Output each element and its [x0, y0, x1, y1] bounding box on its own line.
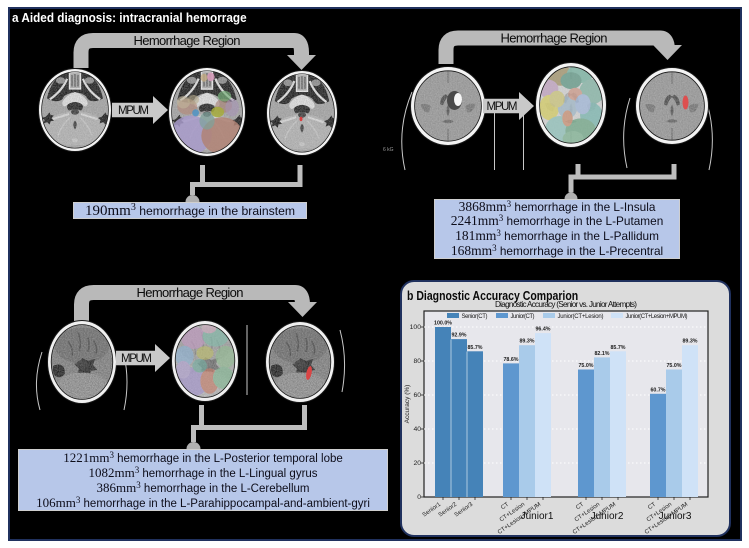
- svg-text:80: 80: [413, 358, 421, 365]
- svg-text:78.6%: 78.6%: [503, 357, 518, 363]
- svg-text:85.7%: 85.7%: [467, 345, 482, 351]
- svg-text:100: 100: [410, 324, 422, 331]
- svg-text:Junior(CT+Lesion): Junior(CT+Lesion): [558, 314, 604, 320]
- svg-text:92.9%: 92.9%: [451, 333, 466, 339]
- svg-text:20: 20: [413, 460, 421, 467]
- svg-text:75.0%: 75.0%: [666, 363, 681, 369]
- svg-text:Junior1: Junior1: [521, 511, 554, 522]
- svg-text:Hemorrhage Region: Hemorrhage Region: [137, 285, 244, 300]
- svg-text:85.7%: 85.7%: [610, 345, 625, 351]
- svg-text:Junior(CT): Junior(CT): [511, 314, 535, 320]
- svg-text:Senior3: Senior3: [454, 501, 475, 518]
- svg-text:6 kG: 6 kG: [383, 147, 394, 153]
- svg-text:89.3%: 89.3%: [682, 339, 697, 345]
- svg-text:96.4%: 96.4%: [535, 327, 550, 333]
- svg-text:Hemorrhage Region: Hemorrhage Region: [501, 31, 608, 46]
- svg-text:MPUM: MPUM: [118, 105, 149, 117]
- svg-text:100.0%: 100.0%: [434, 321, 452, 327]
- svg-text:CT: CT: [575, 502, 585, 512]
- svg-text:Junior3: Junior3: [659, 511, 692, 522]
- svg-text:82.1%: 82.1%: [594, 351, 609, 357]
- svg-text:Senior(CT): Senior(CT): [462, 314, 488, 320]
- svg-text:40: 40: [413, 426, 421, 433]
- svg-text:Accuracy (%): Accuracy (%): [404, 385, 411, 424]
- svg-text:MPUM: MPUM: [487, 101, 518, 113]
- svg-text:75.0%: 75.0%: [578, 363, 593, 369]
- svg-text:Diagnostic Accuracy (Senior vs: Diagnostic Accuracy (Senior vs. Junior A…: [495, 300, 637, 309]
- svg-text:CT: CT: [500, 502, 510, 512]
- svg-text:Junior(CT+Lesion+MPUM): Junior(CT+Lesion+MPUM): [626, 314, 688, 320]
- svg-text:60: 60: [413, 392, 421, 399]
- svg-text:60.7%: 60.7%: [650, 387, 665, 393]
- svg-text:Junior2: Junior2: [591, 511, 624, 522]
- svg-text:CT: CT: [647, 502, 657, 512]
- svg-text:Hemorrhage Region: Hemorrhage Region: [134, 33, 241, 48]
- svg-text:MPUM: MPUM: [121, 353, 152, 365]
- svg-text:89.3%: 89.3%: [519, 339, 534, 345]
- svg-text:0: 0: [417, 494, 421, 501]
